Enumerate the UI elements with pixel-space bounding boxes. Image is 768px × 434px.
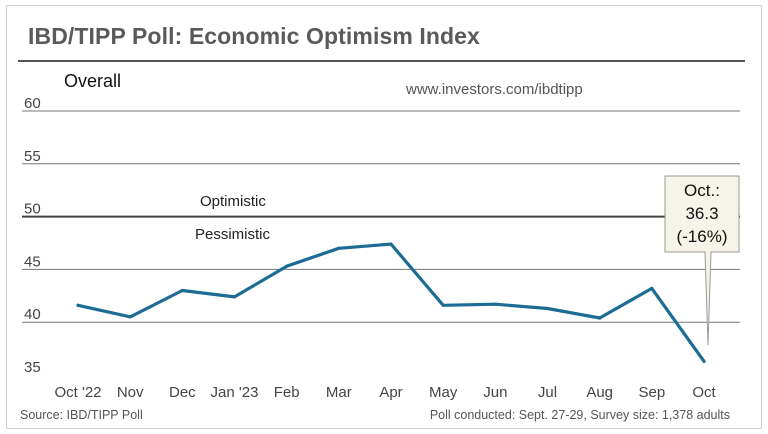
- y-tick-label: 50: [24, 201, 41, 218]
- y-tick-label: 45: [24, 253, 41, 270]
- data-point: [389, 242, 393, 246]
- y-tick-label: 35: [24, 359, 41, 376]
- x-tick-label: Oct '22: [54, 384, 101, 401]
- data-point: [545, 306, 550, 311]
- source-url: www.investors.com/ibdtipp: [405, 81, 583, 98]
- data-point: [285, 264, 289, 268]
- y-tick-label: 55: [24, 148, 41, 165]
- data-point: [702, 359, 706, 363]
- series-line: [76, 242, 706, 363]
- callout-change: (-16%): [676, 227, 727, 246]
- chart-title: IBD/TIPP Poll: Economic Optimism Index: [28, 23, 480, 49]
- data-point: [337, 246, 341, 250]
- x-tick-label: Jun: [483, 384, 507, 401]
- optimistic-label: Optimistic: [200, 193, 266, 210]
- callout-box: [664, 175, 740, 346]
- x-axis-ticks: Oct '22 Nov Dec Jan '23 Feb Mar Apr May Jun Jul Au…: [54, 384, 716, 401]
- grid-lines: [22, 110, 740, 323]
- callout-month: Oct.:: [684, 181, 720, 200]
- data-point: [493, 302, 497, 306]
- data-point: [598, 316, 602, 320]
- series-overall: [76, 242, 706, 363]
- latest-value-callout: Oct.: 36.3 (-16%): [664, 175, 740, 346]
- data-point: [76, 303, 80, 307]
- data-point: [180, 288, 184, 293]
- data-point: [441, 303, 445, 307]
- y-tick-label: 60: [24, 95, 41, 112]
- footer-source: Source: IBD/TIPP Poll: [20, 408, 143, 422]
- y-tick-label: 40: [24, 306, 41, 323]
- data-point: [128, 315, 132, 319]
- x-tick-label: Aug: [586, 384, 613, 401]
- y-axis-ticks: 35 40 45 50 55 60: [24, 95, 41, 376]
- footer-survey: Poll conducted: Sept. 27-29, Survey size…: [429, 408, 730, 422]
- title-divider: [18, 60, 745, 62]
- x-tick-label: Oct: [692, 384, 716, 401]
- x-tick-label: Nov: [117, 384, 144, 401]
- x-tick-label: Jul: [538, 384, 557, 401]
- data-point: [232, 295, 237, 299]
- data-point: [650, 286, 654, 291]
- x-tick-label: Sep: [638, 384, 665, 401]
- pessimistic-label: Pessimistic: [195, 226, 271, 243]
- x-tick-label: Feb: [274, 384, 300, 401]
- x-tick-label: Apr: [379, 384, 402, 401]
- callout-value: 36.3: [685, 204, 718, 223]
- x-tick-label: Jan '23: [211, 384, 259, 401]
- series-label: Overall: [64, 71, 121, 91]
- x-tick-label: Mar: [326, 384, 352, 401]
- x-tick-label: Dec: [169, 384, 196, 401]
- x-tick-label: May: [429, 384, 458, 401]
